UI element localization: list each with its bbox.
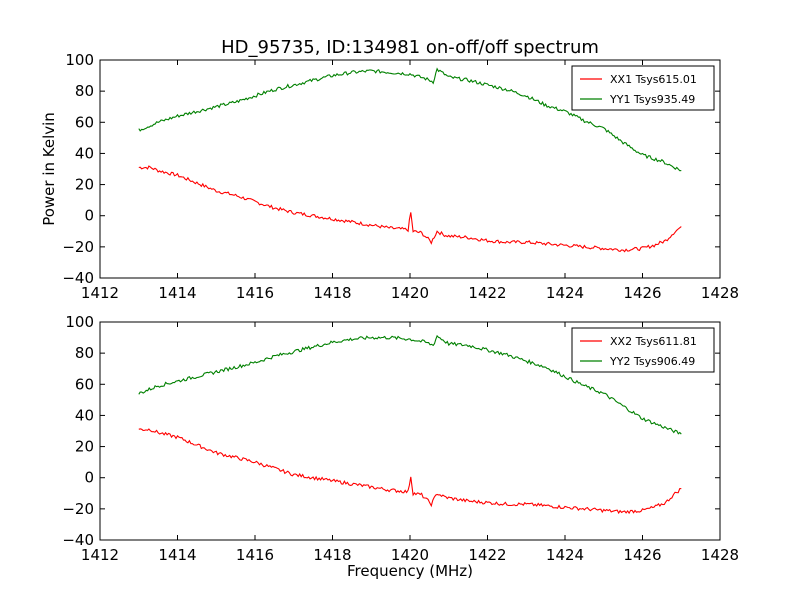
legend: XX1 Tsys615.01 YY1 Tsys935.49 [571, 65, 715, 111]
x-tick-label: 1416 [236, 546, 274, 564]
x-tick-label: 1428 [701, 284, 739, 302]
x-tick-label: 1412 [81, 284, 119, 302]
x-tick-label: 1418 [313, 284, 351, 302]
x-tick-label: 1420 [391, 546, 429, 564]
x-tick-label: 1424 [546, 546, 584, 564]
y-tick-label: 40 [75, 144, 94, 162]
y-tick-label: 100 [65, 51, 94, 69]
x-tick-label: 1426 [623, 546, 661, 564]
subplots: 1412 1414 1416 1418 1420 1422 1424 1426 1428 −40 −… [62, 51, 739, 564]
y-tick-label: −40 [62, 269, 94, 287]
legend-label: XX2 Tsys611.81 [610, 335, 697, 348]
x-axis-label: Frequency (MHz) [347, 562, 473, 580]
y-tick-label: 80 [75, 344, 94, 362]
y-tick-label: 60 [75, 375, 94, 393]
y-tick-label: 100 [65, 313, 94, 331]
x-tick-label: 1414 [158, 546, 196, 564]
y-tick-label: 20 [75, 438, 94, 456]
subplot-1: 1412 1414 1416 1418 1420 1422 1424 1426 1428 −40 −… [62, 51, 739, 302]
x-tick-label: 1426 [623, 284, 661, 302]
x-tick-label: 1416 [236, 284, 274, 302]
y-axis-label: Power in Kelvin [40, 112, 58, 226]
series-line-yy [138, 334, 682, 435]
x-tick-label: 1422 [468, 546, 506, 564]
x-tick-label: 1422 [468, 284, 506, 302]
y-tick-label: 0 [84, 207, 94, 225]
x-tick-label: 1412 [81, 546, 119, 564]
legend-label: XX1 Tsys615.01 [610, 73, 697, 86]
x-tick-label: 1428 [701, 546, 739, 564]
y-tick-label: 60 [75, 113, 94, 131]
x-tick-label: 1414 [158, 284, 196, 302]
legend-box [571, 65, 715, 111]
legend-box [571, 327, 715, 373]
series-line-xx [138, 428, 682, 515]
subplot-2: 1412 1414 1416 1418 1420 1422 1424 1426 1428 −40 −… [62, 313, 739, 564]
y-tick-label: −20 [62, 238, 94, 256]
series-line-xx [138, 165, 682, 253]
legend: XX2 Tsys611.81 YY2 Tsys906.49 [571, 327, 715, 373]
legend-label: YY1 Tsys935.49 [609, 93, 695, 106]
y-tick-label: −20 [62, 500, 94, 518]
chart-title: HD_95735, ID:134981 on-off/off spectrum [221, 37, 599, 58]
y-tick-label: 40 [75, 406, 94, 424]
x-tick-label: 1418 [313, 546, 351, 564]
legend-label: YY2 Tsys906.49 [609, 355, 695, 368]
y-tick-label: 0 [84, 469, 94, 487]
x-tick-label: 1420 [391, 284, 429, 302]
series-line-yy [138, 67, 682, 172]
y-tick-label: −40 [62, 531, 94, 549]
y-tick-label: 80 [75, 82, 94, 100]
y-tick-label: 20 [75, 176, 94, 194]
x-tick-label: 1424 [546, 284, 584, 302]
